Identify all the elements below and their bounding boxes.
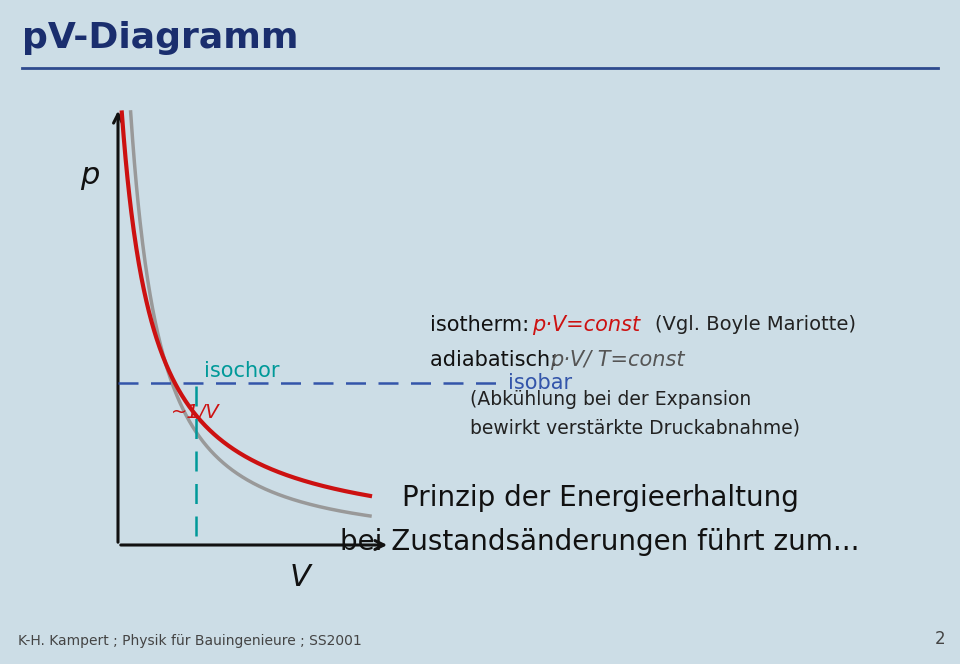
Text: V: V: [290, 562, 310, 592]
Text: (Vgl. Boyle Mariotte): (Vgl. Boyle Mariotte): [655, 315, 856, 335]
Text: (Abkühlung bei der Expansion
bewirkt verstärkte Druckabnahme): (Abkühlung bei der Expansion bewirkt ver…: [470, 390, 800, 437]
Text: isochor: isochor: [204, 361, 280, 380]
Text: pV-Diagramm: pV-Diagramm: [22, 21, 299, 55]
Text: K-H. Kampert ; Physik für Bauingenieure ; SS2001: K-H. Kampert ; Physik für Bauingenieure …: [18, 634, 362, 648]
Text: isobar: isobar: [508, 373, 572, 392]
Text: Prinzip der Energieerhaltung
bei Zustandsänderungen führt zum...: Prinzip der Energieerhaltung bei Zustand…: [340, 484, 860, 556]
Text: adiabatisch:: adiabatisch:: [430, 350, 564, 370]
Text: isotherm:: isotherm:: [430, 315, 536, 335]
Text: p: p: [81, 161, 100, 189]
Text: ~1/V: ~1/V: [171, 403, 220, 422]
Text: p·V/ T=const: p·V/ T=const: [550, 350, 684, 370]
Text: 2: 2: [934, 630, 945, 648]
Text: p·V=const: p·V=const: [532, 315, 640, 335]
